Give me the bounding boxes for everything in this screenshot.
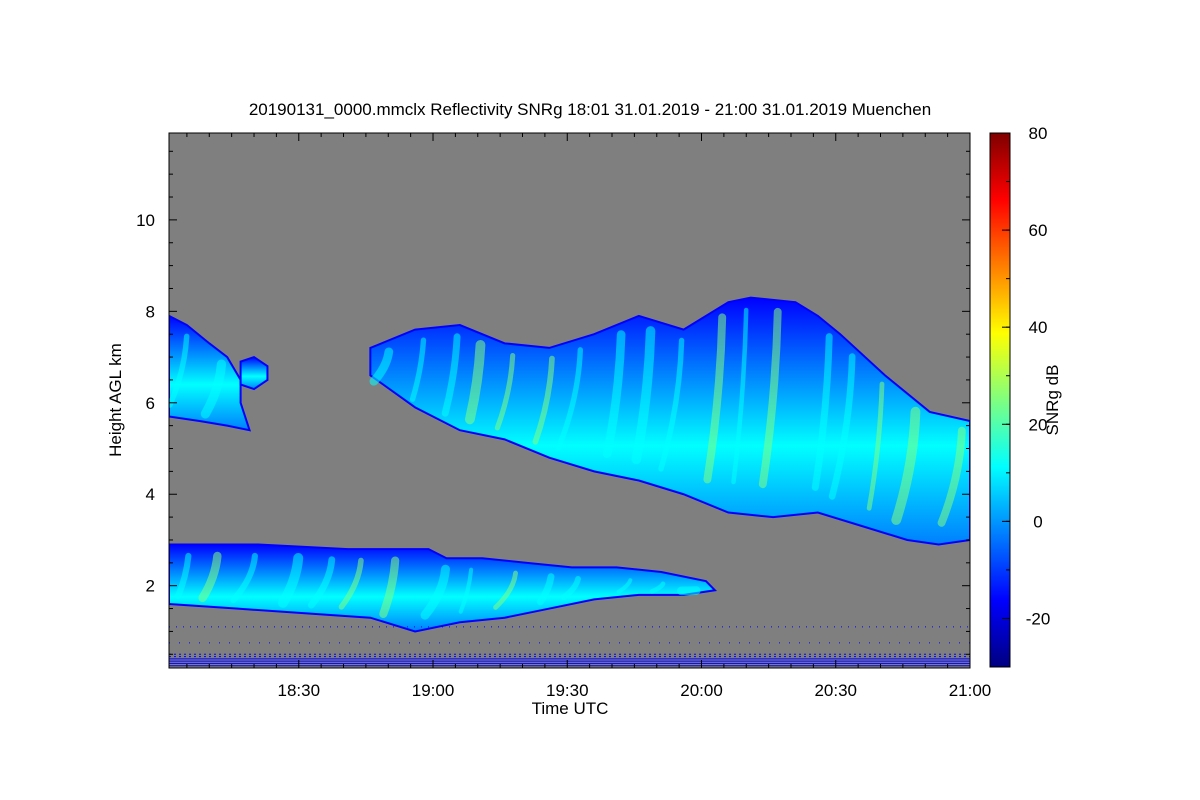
x-tick-label: 19:30 — [546, 681, 589, 700]
echo-region — [169, 314, 252, 432]
y-tick-label: 6 — [146, 394, 155, 413]
echo-fall-streak — [494, 353, 516, 431]
echo-fall-streak — [731, 307, 749, 485]
colorbar-tick-label: 60 — [1029, 221, 1048, 240]
colorbar-label: SNRg dB — [1043, 365, 1062, 436]
echo-fall-streak — [175, 552, 192, 600]
colorbar-tick-label: 40 — [1029, 318, 1048, 337]
chart-title: 20190131_0000.mmclx Reflectivity SNRg 18… — [249, 100, 931, 119]
echo-fall-streak — [758, 307, 782, 489]
x-tick-label: 21:00 — [949, 681, 992, 700]
echo-fall-streak — [409, 337, 427, 402]
echo-fall-streak — [441, 333, 461, 417]
colorbar-tick-label: 0 — [1033, 512, 1042, 531]
echo-fall-streak — [464, 340, 486, 425]
echo-fall-streak — [828, 353, 856, 500]
echo-fall-streak — [420, 564, 450, 620]
x-axis: 18:30 19:00 19:30 20:00 20:30 21:00 — [186, 133, 992, 700]
echo-fall-streak — [602, 330, 626, 459]
echo-fall-streak — [532, 355, 555, 445]
y-tick-label: 2 — [146, 577, 155, 596]
y-tick-label: 8 — [146, 302, 155, 321]
y-tick-label: 10 — [136, 211, 155, 230]
echo-fall-streak — [379, 556, 400, 618]
echo-fall-streak — [169, 333, 190, 408]
x-tick-label: 20:00 — [680, 681, 723, 700]
echo-fall-streak — [649, 581, 666, 594]
echo-fall-streak — [866, 381, 885, 511]
echo-fall-streak — [458, 567, 474, 614]
echo-fall-streak — [338, 557, 364, 610]
colorbar-tick-label: 20 — [1029, 415, 1048, 434]
echo-fall-streak — [891, 406, 921, 525]
echo-fall-streak — [198, 551, 222, 603]
echo-fall-streak — [560, 575, 581, 601]
y-axis-label: Height AGL km — [106, 343, 125, 457]
echo-fall-streak — [493, 570, 519, 610]
y-tick-label: 4 — [146, 485, 155, 504]
echo-fall-streak — [230, 552, 258, 604]
colorbar-tick-label: 80 — [1029, 124, 1048, 143]
echo-region — [239, 355, 269, 391]
x-axis-label: Time UTC — [532, 699, 609, 718]
colorbar-axis: -20 0 20 40 60 80 — [1002, 124, 1051, 668]
echo-fall-streak — [658, 337, 685, 472]
echo-fall-streak — [369, 347, 394, 386]
x-tick-label: 19:00 — [412, 681, 455, 700]
echo-fall-streak — [555, 347, 584, 451]
y-axis: 2 4 6 8 10 — [136, 150, 970, 655]
echo-fall-streak — [937, 426, 966, 527]
echo-fall-streak — [307, 556, 336, 609]
colorbar — [989, 132, 1011, 668]
echo-fall-streak — [811, 333, 833, 491]
echo-layer — [169, 296, 970, 667]
echo-fall-streak — [616, 578, 633, 594]
echo-fall-streak — [536, 573, 555, 606]
x-tick-label: 18:30 — [277, 681, 320, 700]
x-tick-label: 20:30 — [814, 681, 857, 700]
echo-fall-streak — [277, 553, 304, 608]
colorbar-tick-label: -20 — [1026, 609, 1051, 628]
echo-fall-streak — [631, 326, 656, 465]
echo-fall-streak — [200, 359, 227, 419]
plot-area-frame — [168, 132, 971, 669]
echo-fall-streak — [703, 313, 727, 484]
